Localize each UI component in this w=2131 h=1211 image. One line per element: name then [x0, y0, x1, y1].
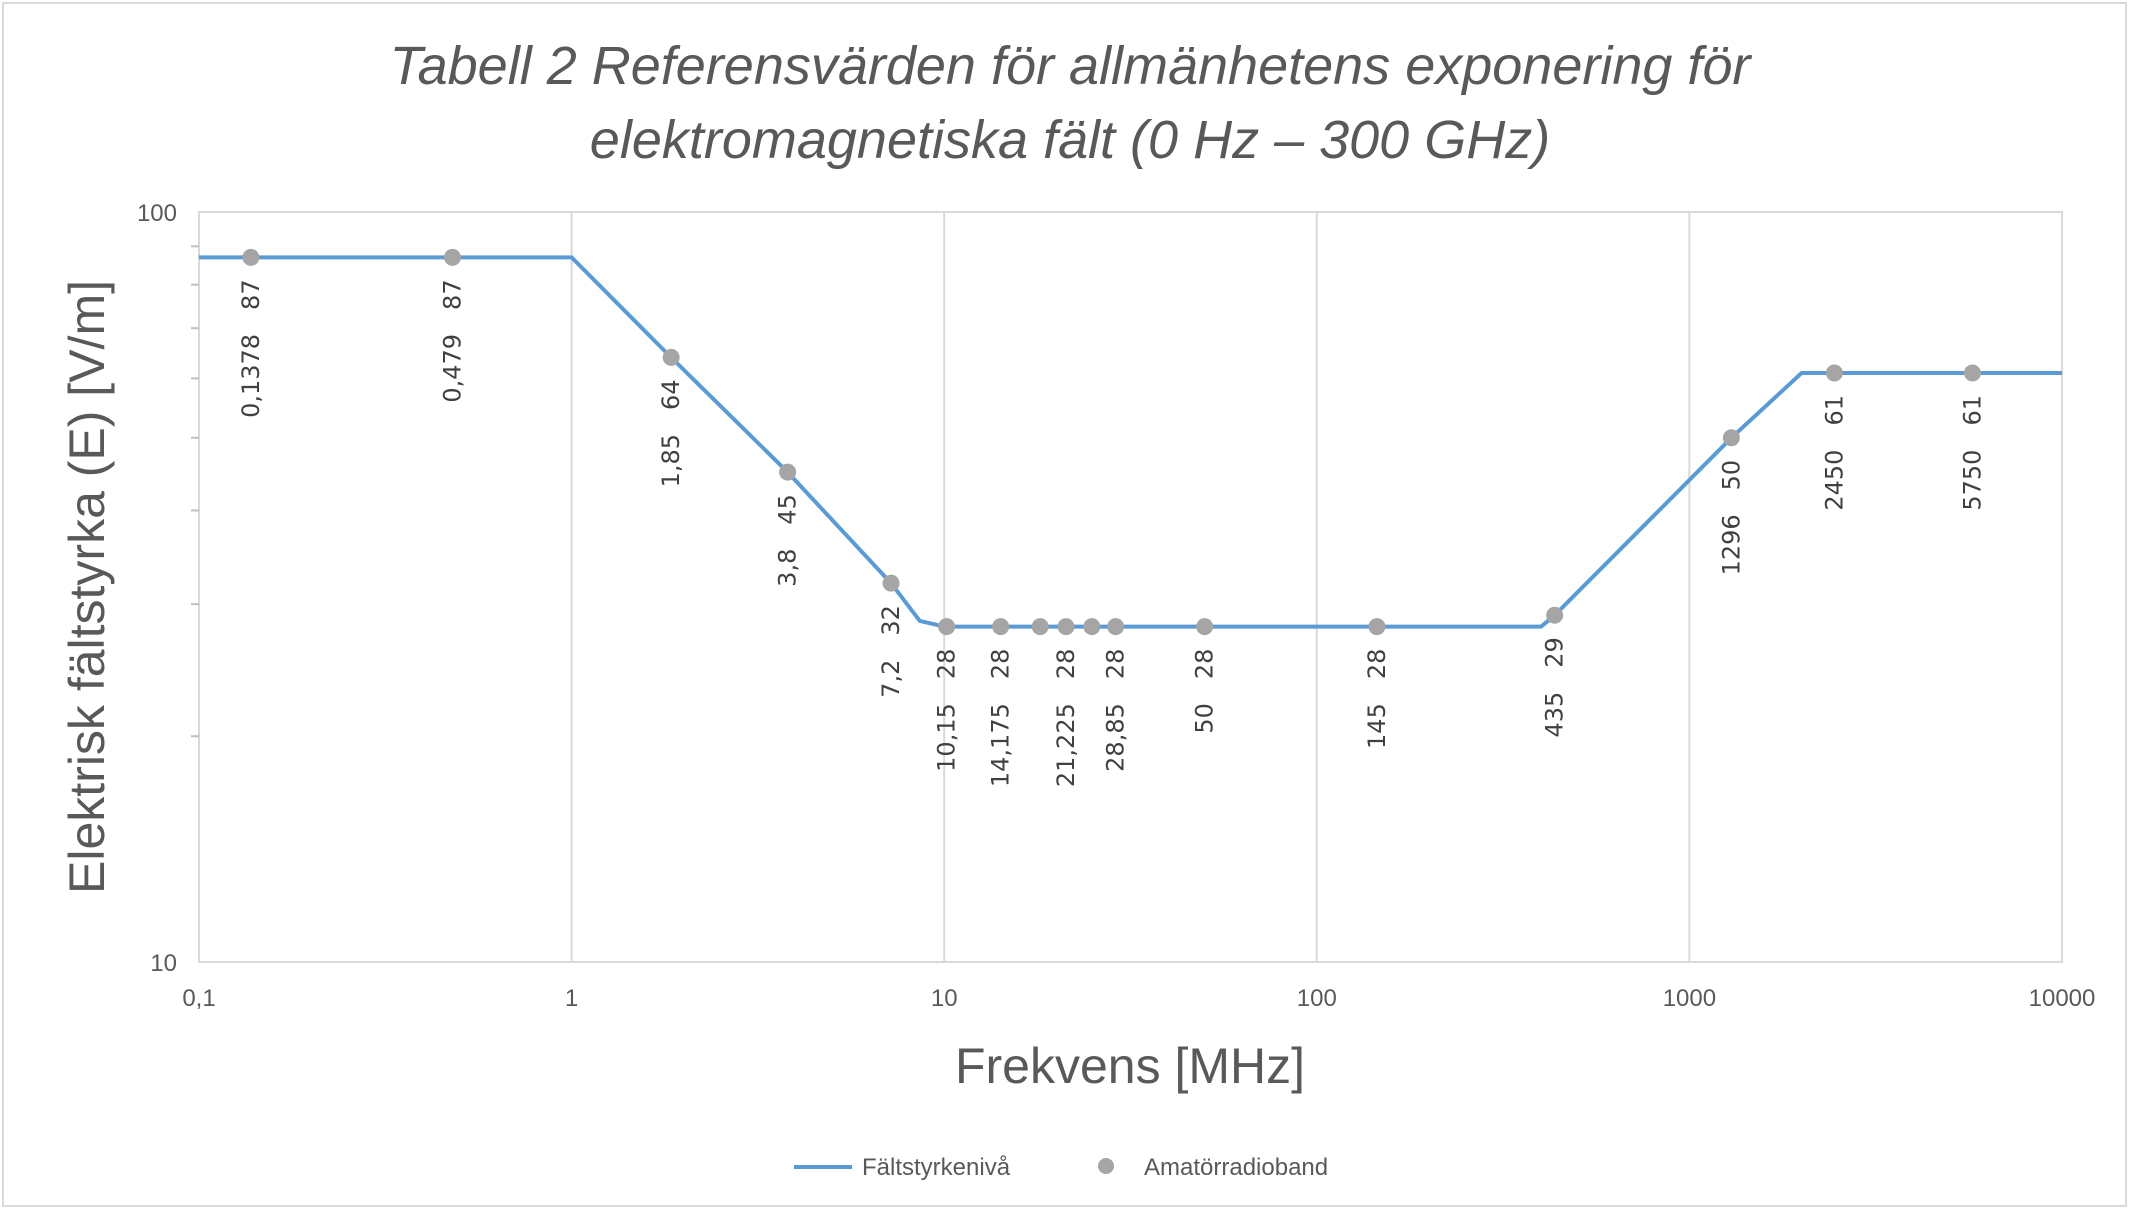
data-label: 1296 50 [1717, 460, 1745, 576]
y-tick-label: 100 [137, 200, 177, 227]
data-label: 14,175 28 [987, 649, 1015, 788]
data-label: 145 28 [1363, 649, 1391, 749]
data-label: 3,8 45 [774, 494, 802, 587]
legend-label-points: Amatörradioband [1144, 1154, 1328, 1181]
data-label: 0,479 87 [439, 279, 467, 402]
data-point [1825, 364, 1843, 382]
x-tick-label: 0,1 [182, 985, 215, 1012]
data-point [242, 248, 260, 266]
data-point [1031, 618, 1049, 636]
data-label: 10,15 28 [933, 649, 961, 772]
x-tick-layer: 0,1 1 10 100 1000 10000 [182, 985, 2095, 1012]
x-tick-label: 10 [931, 985, 958, 1012]
data-point [1057, 618, 1075, 636]
data-label: 1,85 64 [657, 379, 685, 487]
legend-dot-swatch [1098, 1158, 1114, 1174]
x-tick-label: 1000 [1663, 985, 1716, 1012]
data-label: 50 28 [1191, 649, 1219, 734]
data-point [1546, 606, 1564, 624]
data-point [1722, 429, 1740, 447]
data-point [662, 348, 680, 366]
data-point [443, 248, 461, 266]
data-label: 21,225 28 [1052, 649, 1080, 788]
data-point [882, 574, 900, 592]
chart-svg: Tabell 2 Referensvärden för allmänhetens… [59, 36, 2095, 1181]
data-point [1196, 618, 1214, 636]
x-tick-label: 10000 [2029, 985, 2096, 1012]
chart-title-line-2: elektromagnetiska fält (0 Hz – 300 GHz) [590, 110, 1550, 170]
data-point [1107, 618, 1125, 636]
point-layer [242, 248, 1981, 636]
data-point [1963, 364, 1981, 382]
data-point [1083, 618, 1101, 636]
data-point [779, 463, 797, 481]
data-label: 7,2 32 [877, 605, 905, 698]
data-label: 0,1378 87 [237, 279, 265, 418]
data-point [992, 618, 1010, 636]
series-line-faltstyrkeniva [199, 255, 2062, 629]
data-label-layer: 0,1378 87 0,479 87 1,85 64 3,8 45 7,2 32 10,1… [237, 279, 1987, 787]
y-axis-title: Elektrisk fältstyrka (E) [V/m] [59, 280, 115, 894]
x-axis-title: Frekvens [MHz] [955, 1038, 1305, 1094]
data-label: 28,85 28 [1102, 649, 1130, 772]
legend-label-line: Fältstyrkenivå [862, 1154, 1011, 1181]
x-tick-label: 1 [565, 985, 578, 1012]
data-label: 435 29 [1541, 637, 1569, 737]
y-tick-label: 10 [150, 950, 177, 977]
data-point [938, 618, 956, 636]
x-tick-label: 100 [1297, 985, 1337, 1012]
y-tick-layer: 10 100 [137, 200, 199, 977]
legend: Fältstyrkenivå Amatörradioband [794, 1154, 1328, 1181]
grid-layer [570, 212, 1691, 962]
chart-title-line-1: Tabell 2 Referensvärden för allmänhetens… [390, 36, 1753, 96]
line-layer [199, 255, 2062, 629]
data-point [1368, 618, 1386, 636]
plot-area [198, 211, 2063, 963]
data-label: 5750 61 [1959, 395, 1987, 511]
data-label: 2450 61 [1820, 395, 1848, 511]
